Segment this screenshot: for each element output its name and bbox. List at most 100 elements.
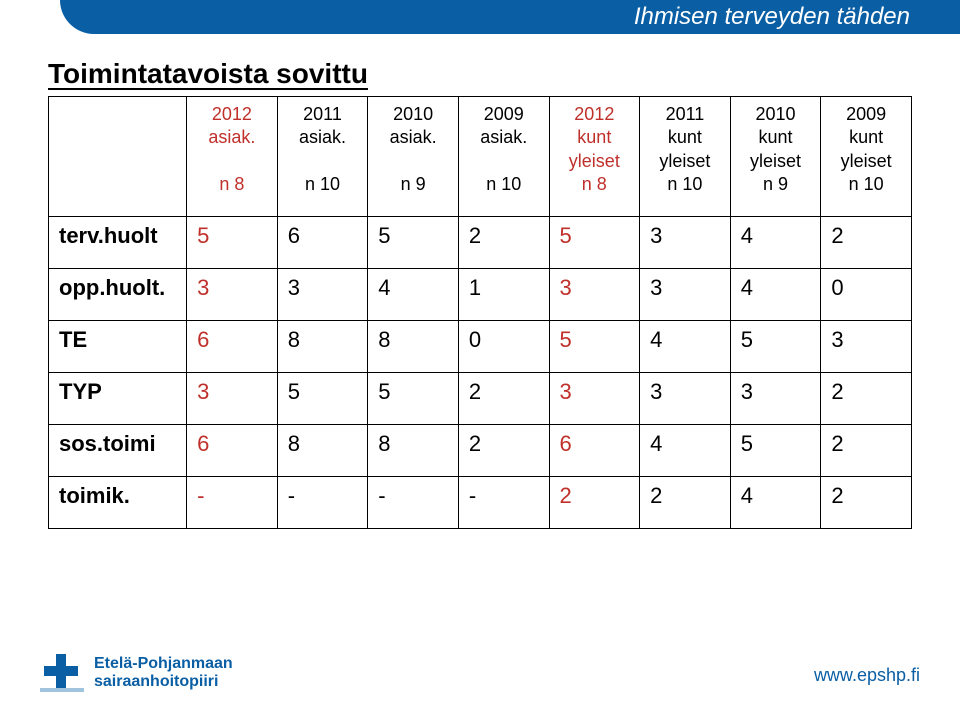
cell: 3	[821, 321, 912, 373]
table-row: sos.toimi68826452	[49, 425, 912, 477]
page-title: Toimintatavoista sovittu	[48, 58, 368, 90]
header-line: 2011	[650, 103, 720, 126]
cell: 4	[730, 217, 821, 269]
cell: 0	[821, 269, 912, 321]
header-line: 2012	[560, 103, 630, 126]
row-label: opp.huolt.	[49, 269, 187, 321]
cell: 6	[549, 425, 640, 477]
cell: 6	[277, 217, 368, 269]
header-line: 2009	[469, 103, 539, 126]
slide-page: Ihmisen terveyden tähden Toimintatavoist…	[0, 0, 960, 706]
header-line: n 9	[378, 173, 448, 196]
footer-logo: Etelä-Pohjanmaan sairaanhoitopiiri	[40, 654, 233, 692]
cell: 4	[368, 269, 459, 321]
header-line: n 10	[831, 173, 901, 196]
org-line1: Etelä-Pohjanmaan	[94, 655, 233, 673]
header-line: yleiset	[560, 150, 630, 173]
table-row: TYP35523332	[49, 373, 912, 425]
cell: 4	[640, 425, 731, 477]
title-wrap: Toimintatavoista sovittu	[48, 58, 368, 90]
table-row: toimik.----2242	[49, 477, 912, 529]
header-line: asiak.	[378, 126, 448, 149]
cell: 5	[730, 425, 821, 477]
cell: -	[277, 477, 368, 529]
cell: 3	[640, 373, 731, 425]
cell: 3	[549, 373, 640, 425]
header-empty	[49, 97, 187, 217]
cell: 3	[640, 217, 731, 269]
cell: -	[187, 477, 278, 529]
column-header: 2010asiak. n 9	[368, 97, 459, 217]
table-header-row: 2012asiak. n 82011asiak. n 102010asiak. …	[49, 97, 912, 217]
tagline: Ihmisen terveyden tähden	[634, 3, 910, 31]
row-label: sos.toimi	[49, 425, 187, 477]
cell: 5	[187, 217, 278, 269]
header-line: asiak.	[469, 126, 539, 149]
column-header: 2011asiak. n 10	[277, 97, 368, 217]
cell: 2	[549, 477, 640, 529]
cell: 5	[277, 373, 368, 425]
table-row: opp.huolt.33413340	[49, 269, 912, 321]
cell: 3	[187, 269, 278, 321]
cell: 8	[277, 425, 368, 477]
header-line: n 10	[650, 173, 720, 196]
cell: 8	[368, 321, 459, 373]
header-line: n 8	[560, 173, 630, 196]
column-header: 2012asiak. n 8	[187, 97, 278, 217]
cell: 2	[640, 477, 731, 529]
column-header: 2009kuntyleisetn 10	[821, 97, 912, 217]
top-bar: Ihmisen terveyden tähden	[0, 0, 960, 48]
logo-icon	[40, 654, 84, 692]
column-header: 2009asiak. n 10	[458, 97, 549, 217]
cell: 5	[730, 321, 821, 373]
data-table: 2012asiak. n 82011asiak. n 102010asiak. …	[48, 96, 912, 529]
header-line: kunt	[560, 126, 630, 149]
cell: 8	[277, 321, 368, 373]
column-header: 2010kuntyleisetn 9	[730, 97, 821, 217]
cell: 3	[730, 373, 821, 425]
header-line: n 10	[288, 173, 358, 196]
header-line: kunt	[831, 126, 901, 149]
cell: 4	[640, 321, 731, 373]
cell: 5	[549, 321, 640, 373]
header-line: kunt	[650, 126, 720, 149]
cell: 6	[187, 425, 278, 477]
row-label: TYP	[49, 373, 187, 425]
row-label: toimik.	[49, 477, 187, 529]
cell: 2	[458, 425, 549, 477]
row-label: terv.huolt	[49, 217, 187, 269]
cell: 2	[821, 425, 912, 477]
table-row: TE68805453	[49, 321, 912, 373]
cell: -	[368, 477, 459, 529]
header-line: n 10	[469, 173, 539, 196]
cell: 5	[549, 217, 640, 269]
cell: 4	[730, 269, 821, 321]
header-line: 2011	[288, 103, 358, 126]
cell: 2	[458, 373, 549, 425]
header-line: n 8	[197, 173, 267, 196]
header-line: 2012	[197, 103, 267, 126]
header-line: yleiset	[831, 150, 901, 173]
cell: 2	[821, 217, 912, 269]
header-line: n 9	[741, 173, 811, 196]
cell: 5	[368, 217, 459, 269]
org-line2: sairaanhoitopiiri	[94, 673, 233, 691]
header-line: asiak.	[197, 126, 267, 149]
header-line: 2010	[378, 103, 448, 126]
cell: 3	[549, 269, 640, 321]
cell: 2	[821, 373, 912, 425]
cell: 3	[277, 269, 368, 321]
table-wrap: 2012asiak. n 82011asiak. n 102010asiak. …	[48, 96, 912, 529]
header-line: 2010	[741, 103, 811, 126]
header-line	[469, 150, 539, 173]
header-line: yleiset	[741, 150, 811, 173]
cell: 6	[187, 321, 278, 373]
column-header: 2011kuntyleisetn 10	[640, 97, 731, 217]
table-row: terv.huolt56525342	[49, 217, 912, 269]
header-line: kunt	[741, 126, 811, 149]
column-header: 2012kuntyleisetn 8	[549, 97, 640, 217]
cell: 8	[368, 425, 459, 477]
logo-text: Etelä-Pohjanmaan sairaanhoitopiiri	[94, 655, 233, 690]
cell: 3	[187, 373, 278, 425]
header-line	[378, 150, 448, 173]
